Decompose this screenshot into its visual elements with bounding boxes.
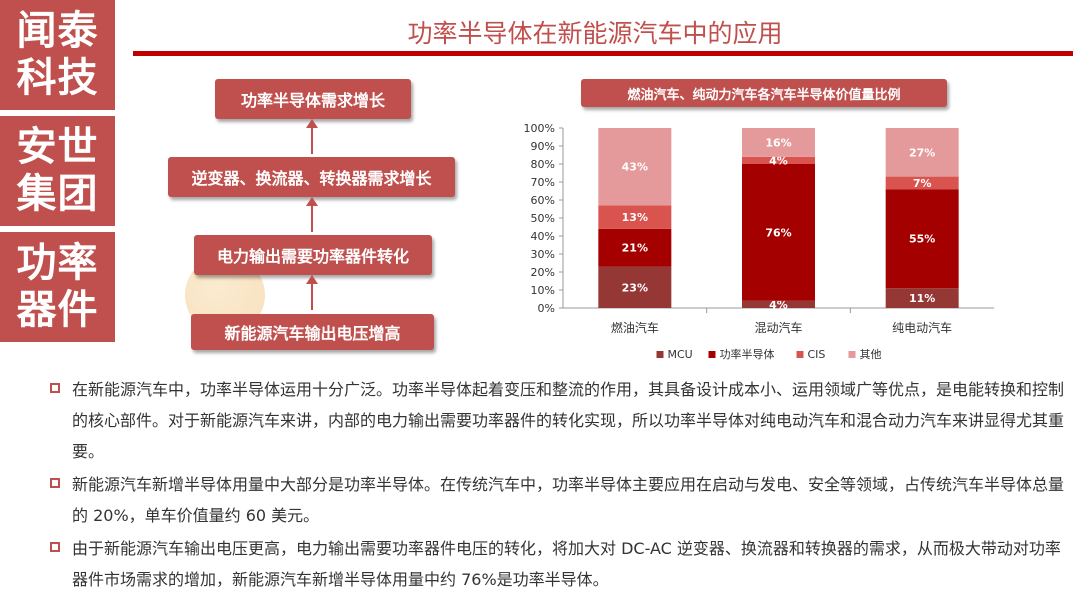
sidebar-block-line: 功率 [16,240,99,286]
data-label: 7% [913,177,932,190]
data-label: 11% [909,292,935,305]
square-bullet-icon [50,478,60,488]
bar-segment [885,128,959,177]
y-tick-label: 40% [531,230,555,243]
data-label: 21% [622,242,648,255]
y-tick-label: 90% [531,140,555,153]
legend-label: 功率半导体 [720,347,775,361]
data-label: 13% [622,211,648,224]
sidebar-block-line: 器件 [16,287,99,333]
bar-segment [598,128,672,206]
data-label: 76% [765,226,791,239]
data-label: 27% [909,146,935,159]
data-label: 23% [622,281,648,294]
y-tick-label: 70% [531,176,555,189]
bar-segment [742,156,815,164]
data-label: 4% [769,154,788,167]
y-tick-label: 20% [531,266,555,279]
flow-arrow-icon [306,119,318,154]
flow-step-power-conversion: 电力输出需要功率器件转化 [194,235,432,275]
flow-step-inverter-demand: 逆变器、换流器、转换器需求增长 [168,157,455,197]
data-label: 16% [765,136,791,149]
bullet-text: 在新能源汽车中，功率半导体运用十分广泛。功率半导体起着变压和整流的作用，其具备设… [72,380,1065,461]
sidebar-block-topic: 功率 器件 [0,232,115,342]
legend-label: MCU [668,348,693,361]
list-item: 由于新能源汽车输出电压更高，电力输出需要功率器件电压的转化，将加大对 DC-AC… [48,533,1068,595]
x-category-label: 纯电动汽车 [892,320,952,335]
y-tick-label: 50% [531,212,555,225]
bullet-text: 由于新能源汽车输出电压更高，电力输出需要功率器件电压的转化，将加大对 DC-AC… [72,539,1061,589]
page-title: 功率半导体在新能源汽车中的应用 [407,19,783,48]
bar-segment [598,205,672,229]
square-bullet-icon [50,542,60,552]
y-tick-label: 0% [538,302,555,315]
legend-label: 其他 [860,348,882,361]
x-category-label: 混动汽车 [754,320,802,335]
list-item: 在新能源汽车中，功率半导体运用十分广泛。功率半导体起着变压和整流的作用，其具备设… [48,374,1068,467]
title-divider [133,51,1073,56]
flow-arrow-icon [306,275,318,310]
bar-segment [598,228,672,267]
data-label: 43% [622,161,648,174]
y-tick-label: 30% [531,248,555,261]
stacked-bar-chart: 0% 10% 20% 30% 40% 50% 60% 70% 80% 90% 100% 23% 21% 1… [524,122,994,361]
data-label: 55% [909,233,935,246]
bar-segment [598,266,672,308]
sidebar-block-line: 安世 [16,124,99,170]
sidebar-block-line: 科技 [16,55,99,101]
legend-swatch [796,351,804,358]
y-tick-label: 10% [531,284,555,297]
x-category-label: 燃油汽车 [611,320,659,335]
legend-swatch [656,351,664,358]
chart-title: 燃油汽车、纯动力汽车各汽车半导体价值量比例 [581,79,947,107]
y-tick-label: 100% [524,122,555,135]
data-label: 4% [769,298,788,311]
y-tick-label: 60% [531,194,555,207]
bullet-text: 新能源汽车新增半导体用量中大部分是功率半导体。在传统汽车中，功率半导体主要应用在… [72,475,1065,525]
square-bullet-icon [50,383,60,393]
bar-segment [742,164,815,301]
sidebar-block-group: 安世 集团 [0,116,115,226]
bar-segment [885,176,959,190]
sidebar-block-line: 集团 [16,171,99,217]
legend-swatch [848,351,856,358]
flow-step-demand-growth: 功率半导体需求增长 [215,79,411,119]
list-item: 新能源汽车新增半导体用量中大部分是功率半导体。在传统汽车中，功率半导体主要应用在… [48,469,1068,531]
bar-segment [742,128,815,157]
bar-segment [885,288,959,308]
flow-step-voltage-increase: 新能源汽车输出电压增高 [191,314,434,350]
sidebar-block-company: 闻泰 科技 [0,0,115,110]
flow-arrow-icon [306,197,318,232]
legend-swatch [708,351,716,358]
legend-label: CIS [808,348,826,361]
sidebar-block-line: 闻泰 [16,8,99,54]
bar-segment [885,189,959,289]
bar-segment [742,300,815,308]
y-tick-label: 80% [531,158,555,171]
bullet-list: 在新能源汽车中，功率半导体运用十分广泛。功率半导体起着变压和整流的作用，其具备设… [48,374,1068,595]
